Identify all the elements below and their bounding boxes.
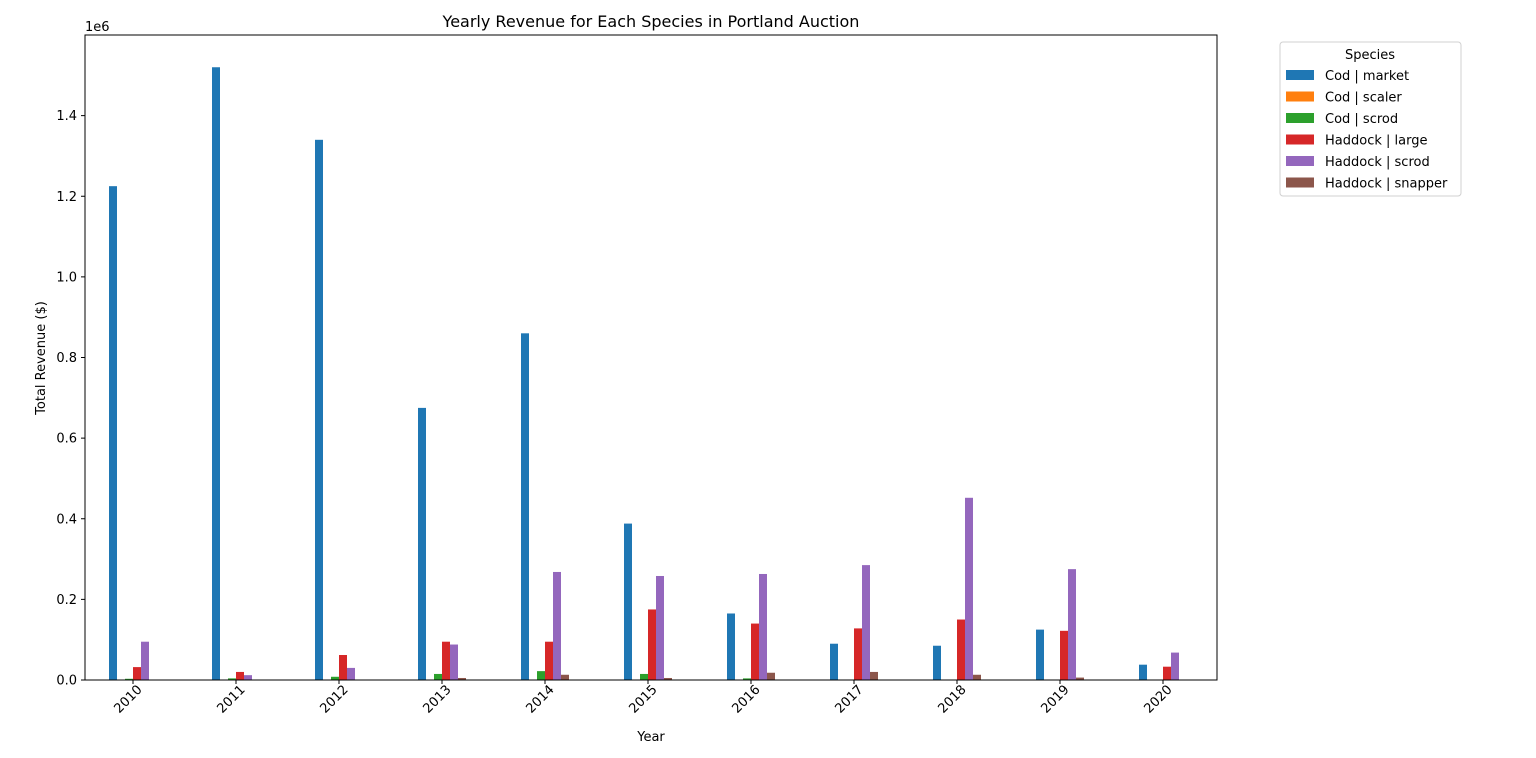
legend-swatch bbox=[1286, 113, 1314, 123]
x-tick-label: 2018 bbox=[936, 683, 970, 717]
bar-haddock-scrod-2015 bbox=[656, 575, 664, 680]
y-tick-label: 0.2 bbox=[56, 593, 77, 608]
bar-haddock-scrod-2013 bbox=[450, 644, 458, 680]
x-tick-label: 2019 bbox=[1039, 683, 1073, 717]
x-tick-label: 2017 bbox=[833, 683, 867, 717]
x-axis: 2010 2011 2012 2013 2014 2015 2016 2017 2018 2019… bbox=[112, 680, 1176, 717]
bar-haddock-large-2017 bbox=[854, 628, 862, 680]
y-axis-label: Total Revenue ($) bbox=[34, 301, 49, 416]
plot-frame bbox=[84, 34, 1218, 681]
bar-haddock-large-2011 bbox=[236, 671, 244, 680]
bar-cod-market-2018 bbox=[933, 645, 941, 680]
bar-cod-market-2012 bbox=[315, 139, 323, 680]
bar-haddock-large-2016 bbox=[751, 623, 759, 680]
bar-haddock-snapper-2018 bbox=[973, 674, 981, 680]
bar-haddock-scrod-2014 bbox=[553, 571, 561, 680]
bar-haddock-scrod-2018 bbox=[965, 497, 973, 680]
bar-haddock-snapper-2019 bbox=[1076, 677, 1084, 680]
bar-haddock-large-2020 bbox=[1163, 666, 1171, 680]
bar-haddock-snapper-2015 bbox=[664, 677, 672, 680]
bar-haddock-snapper-2013 bbox=[458, 677, 466, 680]
x-tick-label: 2011 bbox=[215, 683, 249, 717]
y-tick-label: 0.4 bbox=[56, 512, 77, 527]
bar-haddock-large-2012 bbox=[339, 655, 347, 680]
y-tick-label: 0.6 bbox=[56, 432, 77, 447]
y-tick-label: 1.0 bbox=[56, 270, 77, 285]
y-offset-label: 1e6 bbox=[85, 20, 110, 35]
bar-haddock-snapper-2017 bbox=[870, 671, 878, 680]
legend-label: Haddock | snapper bbox=[1325, 177, 1448, 192]
bar-haddock-snapper-2014 bbox=[561, 674, 569, 680]
y-tick-label: 1.4 bbox=[56, 109, 77, 124]
legend-swatch bbox=[1286, 156, 1314, 166]
x-tick-label: 2015 bbox=[627, 683, 661, 717]
bar-haddock-large-2018 bbox=[957, 619, 965, 680]
bar-cod-market-2013 bbox=[418, 407, 426, 680]
legend-label: Cod | scrod bbox=[1325, 112, 1398, 127]
bar-haddock-large-2015 bbox=[648, 609, 656, 680]
x-tick-label: 2010 bbox=[112, 683, 146, 717]
bar-haddock-scrod-2017 bbox=[862, 565, 870, 680]
legend-label: Cod | market bbox=[1325, 69, 1409, 84]
bar-cod-market-2014 bbox=[521, 333, 529, 680]
bar-cod-scrod-2014 bbox=[537, 671, 545, 680]
bar-cod-scrod-2015 bbox=[640, 673, 648, 680]
legend-swatch bbox=[1286, 134, 1314, 145]
bar-cod-market-2016 bbox=[727, 613, 735, 680]
legend-swatch bbox=[1286, 177, 1314, 188]
y-axis: 0.0 0.2 0.4 0.6 0.8 1.0 1.2 1.4 bbox=[56, 109, 85, 689]
legend-swatch bbox=[1286, 70, 1314, 80]
bar-haddock-scrod-2010 bbox=[141, 641, 149, 680]
legend-swatch bbox=[1286, 91, 1314, 102]
x-tick-label: 2014 bbox=[524, 683, 558, 717]
bar-cod-market-2010 bbox=[109, 186, 117, 680]
x-tick-label: 2016 bbox=[730, 683, 764, 717]
bar-cod-market-2017 bbox=[830, 643, 838, 680]
bars-layer bbox=[109, 67, 1179, 680]
bar-haddock-scrod-2011 bbox=[244, 675, 252, 680]
legend-label: Haddock | scrod bbox=[1325, 155, 1430, 170]
bar-haddock-large-2013 bbox=[442, 641, 450, 680]
legend-label: Haddock | large bbox=[1325, 134, 1427, 149]
legend-frame bbox=[1279, 41, 1462, 197]
bar-cod-market-2015 bbox=[624, 523, 632, 680]
chart-title: Yearly Revenue for Each Species in Portl… bbox=[442, 12, 860, 31]
legend: Species Cod | market Cod | scaler Cod | sc… bbox=[1279, 41, 1462, 197]
bar-haddock-snapper-2016 bbox=[767, 672, 775, 680]
bar-cod-scrod-2011 bbox=[228, 678, 236, 680]
bar-cod-scrod-2010 bbox=[125, 678, 133, 680]
bar-cod-scrod-2012 bbox=[331, 676, 339, 680]
legend-label: Cod | scaler bbox=[1325, 91, 1402, 106]
x-tick-label: 2020 bbox=[1142, 683, 1176, 717]
bar-haddock-scrod-2019 bbox=[1068, 569, 1076, 680]
bar-cod-market-2019 bbox=[1036, 629, 1044, 680]
bar-haddock-scrod-2016 bbox=[759, 573, 767, 680]
bar-haddock-large-2010 bbox=[133, 667, 141, 680]
bar-cod-scrod-2016 bbox=[743, 678, 751, 680]
bar-haddock-scrod-2020 bbox=[1171, 652, 1179, 680]
bar-haddock-scrod-2012 bbox=[347, 667, 355, 680]
bar-cod-market-2020 bbox=[1139, 664, 1147, 680]
bar-cod-market-2011 bbox=[212, 67, 220, 680]
bar-haddock-large-2014 bbox=[545, 641, 553, 680]
y-tick-label: 0.8 bbox=[56, 351, 77, 366]
x-tick-label: 2012 bbox=[318, 683, 352, 717]
y-tick-label: 0.0 bbox=[56, 674, 77, 689]
x-axis-label: Year bbox=[636, 730, 665, 745]
y-tick-label: 1.2 bbox=[56, 190, 77, 205]
bar-haddock-large-2019 bbox=[1060, 630, 1068, 680]
bar-cod-scrod-2013 bbox=[434, 673, 442, 680]
legend-items: Cod | market Cod | scaler Cod | scrod Haddo… bbox=[1286, 69, 1448, 192]
x-tick-label: 2013 bbox=[421, 683, 455, 717]
legend-title: Species bbox=[1345, 48, 1395, 63]
